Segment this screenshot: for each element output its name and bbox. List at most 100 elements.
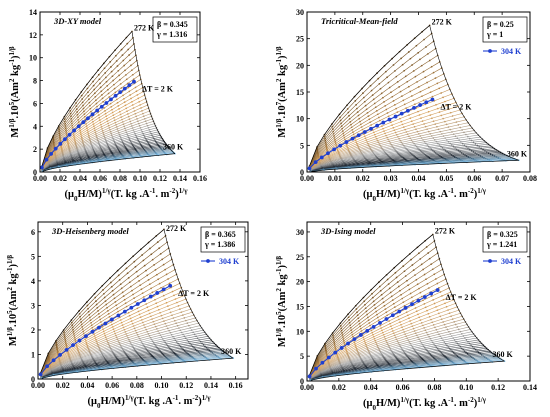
highlight-point <box>412 105 416 110</box>
isotherm-point <box>432 299 434 301</box>
isotherm-point <box>97 114 100 116</box>
isotherm-point <box>111 323 113 326</box>
isotherm-point <box>456 157 459 160</box>
isotherm-point <box>417 110 419 113</box>
isotherm-point <box>215 355 218 358</box>
isotherm-point <box>70 117 73 120</box>
y-tick-label: 2 <box>31 326 35 335</box>
isotherm-point <box>332 132 335 135</box>
isotherm-point <box>450 154 453 156</box>
isotherm-point <box>425 246 428 248</box>
isotherm-point <box>495 156 498 158</box>
isotherm-point <box>465 133 467 136</box>
isotherm-point <box>142 344 145 347</box>
isotherm-point <box>172 351 175 354</box>
isotherm-point <box>59 137 61 140</box>
panel-2: 0.00 0.01 0.02 0.03 0.04 0.05 0.06 0.07 0.080510… <box>275 8 537 203</box>
isotherm-point <box>388 320 390 322</box>
isotherm-point <box>149 353 152 356</box>
isotherm-point <box>383 304 386 307</box>
isotherm-point <box>386 341 388 344</box>
isotherm-point <box>383 101 385 103</box>
isotherm-point <box>400 323 402 326</box>
highlight-point <box>104 101 109 105</box>
isotherm-point <box>58 131 61 133</box>
isotherm-point <box>364 137 367 140</box>
isotherm-point <box>130 285 132 288</box>
isotherm-point <box>167 346 170 348</box>
isotherm-point <box>124 302 127 305</box>
isotherm-point <box>412 347 415 350</box>
isotherm-point <box>402 328 404 331</box>
isotherm-point <box>426 349 428 352</box>
isotherm-point <box>125 78 128 81</box>
isotherm-point <box>488 359 491 362</box>
isotherm-point <box>368 322 371 324</box>
isotherm-point <box>467 155 470 158</box>
isotherm-point <box>102 330 105 333</box>
isotherm-point <box>420 64 423 67</box>
isotherm-point <box>376 113 379 116</box>
isotherm-point <box>483 156 485 159</box>
isotherm-point <box>388 140 391 143</box>
isotherm-point <box>423 273 426 276</box>
isotherm-point <box>447 346 450 348</box>
isotherm-point <box>497 157 500 159</box>
isotherm-point <box>136 307 139 310</box>
isotherm-point <box>154 343 156 346</box>
isotherm-point <box>64 125 67 127</box>
isotherm-point <box>93 127 96 130</box>
isotherm-point <box>186 322 189 324</box>
isotherm-point <box>462 348 465 351</box>
isotherm-point <box>179 357 182 360</box>
isotherm-point <box>115 54 117 57</box>
isotherm-point <box>394 271 397 274</box>
isotherm-point <box>79 315 81 318</box>
x-tick-label: 0.10 <box>155 381 169 390</box>
isotherm-point <box>465 339 468 341</box>
isotherm-point <box>58 132 61 135</box>
isotherm-point <box>401 348 403 351</box>
isotherm-point <box>111 108 113 111</box>
isotherm-point <box>377 141 380 144</box>
isotherm-point <box>133 110 136 112</box>
isotherm-curves <box>308 24 520 173</box>
isotherm-point <box>404 75 407 78</box>
isotherm-point <box>409 342 412 345</box>
isotherm-point <box>407 339 410 341</box>
isotherm-point <box>385 134 387 137</box>
x-tick-label: 0.02 <box>53 174 67 183</box>
highlight-point <box>84 334 88 338</box>
isotherm-point <box>419 149 422 152</box>
isotherm-point <box>449 153 451 155</box>
isotherm-point <box>178 327 180 329</box>
panel-3: 0.00 0.02 0.04 0.06 0.08 0.10 0.12 0.14 0.160123… <box>6 221 249 410</box>
isotherm-point <box>125 267 128 270</box>
isotherm-point <box>391 95 394 98</box>
x-tick-label: 0.02 <box>356 174 370 183</box>
isotherm-point <box>173 337 176 340</box>
isotherm-point <box>406 279 408 282</box>
isotherm-point <box>371 331 374 334</box>
isotherm-point <box>472 158 475 161</box>
isotherm-point <box>101 326 104 328</box>
x-tick-label: 0.06 <box>467 174 481 183</box>
x-tick-label: 0.06 <box>105 381 119 390</box>
isotherm-point <box>111 289 114 292</box>
isotherm-point <box>433 357 435 359</box>
isotherm-point <box>134 349 136 352</box>
isotherm-point <box>116 65 119 67</box>
isotherm-point <box>433 302 436 305</box>
isotherm-point <box>107 88 109 91</box>
isotherm-point <box>357 114 360 117</box>
isotherm-point <box>119 283 122 286</box>
isotherm-point <box>403 331 405 333</box>
isotherm-point <box>100 125 103 128</box>
top-isotherm-line <box>309 25 430 167</box>
isotherm-point <box>420 295 423 298</box>
delta-t-label: ΔT = 2 K <box>440 102 472 111</box>
isotherm-point <box>411 325 414 328</box>
isotherm-point <box>434 152 437 154</box>
legend-label: 304 K <box>219 257 240 266</box>
isotherm-point <box>355 308 358 310</box>
